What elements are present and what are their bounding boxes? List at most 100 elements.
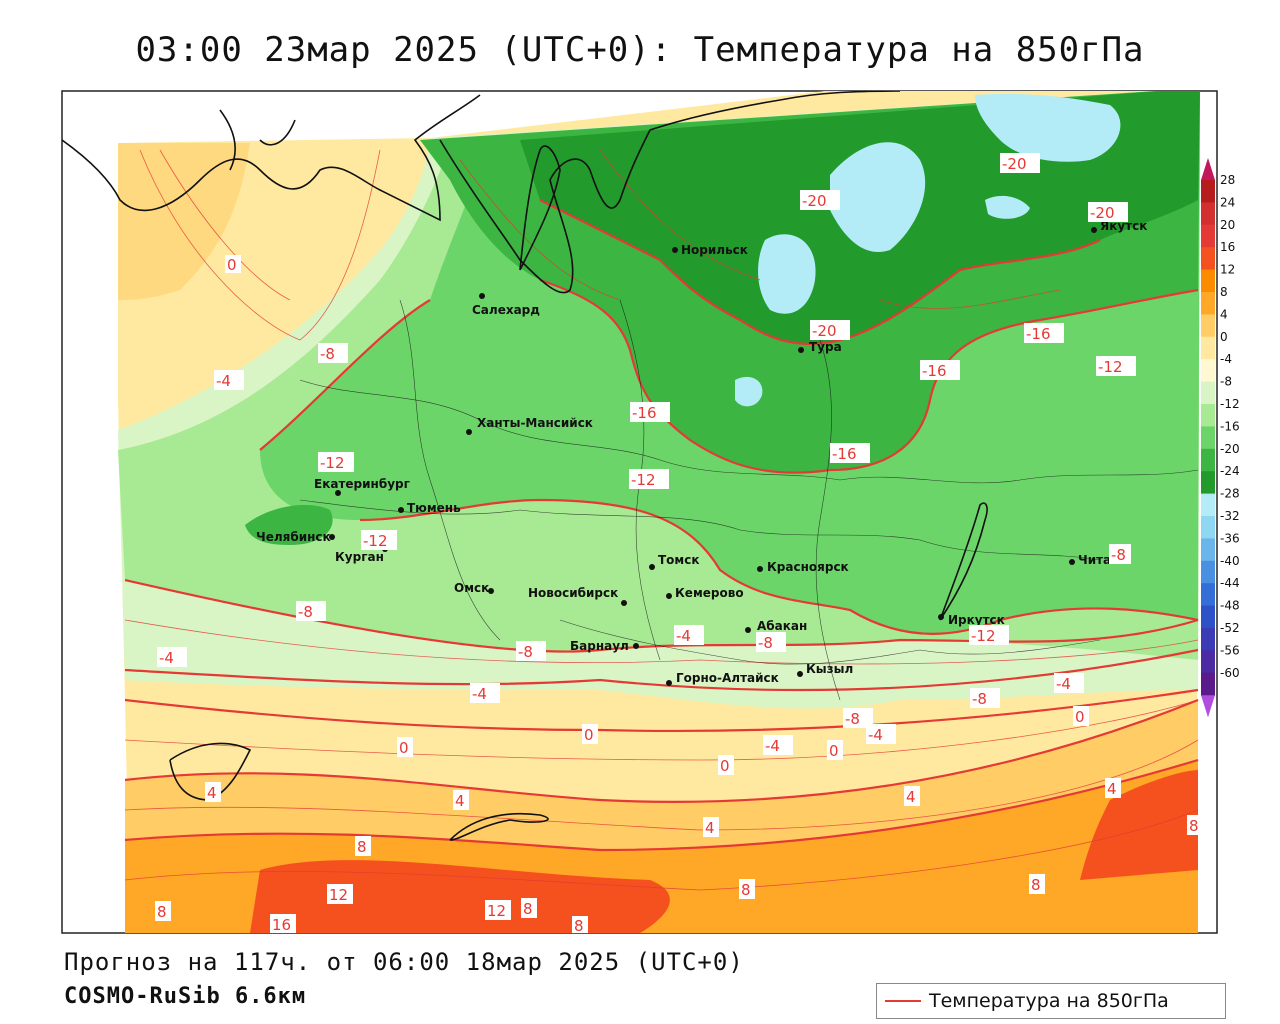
- colorbar-tick-label: 28: [1220, 173, 1235, 187]
- isotherm-label: -4: [868, 726, 883, 744]
- isotherm-label: -8: [1111, 546, 1126, 564]
- colorbar-top-arrow: [1201, 158, 1215, 180]
- city-label: Омск: [454, 581, 489, 595]
- isotherm-label: 12: [487, 902, 506, 920]
- isotherm-label: 0: [584, 726, 594, 744]
- isotherm-4: [124, 698, 1199, 803]
- colorbar-swatch: [1201, 336, 1215, 360]
- city-label: Тура: [809, 340, 842, 354]
- cold-pocket-1: [830, 142, 926, 252]
- legend: Температура на 850гПа: [876, 983, 1226, 1019]
- isotherm-label: -8: [298, 603, 313, 621]
- city-label: Кемерово: [675, 586, 744, 600]
- legend-label: Температура на 850гПа: [929, 990, 1169, 1012]
- isotherm-label: -16: [832, 445, 857, 463]
- isotherm-label: -8: [320, 345, 335, 363]
- isotherm-label: 0: [1075, 708, 1085, 726]
- city-label: Ханты-Мансийск: [477, 416, 593, 430]
- map-title: 03:00 23мар 2025 (UTC+0): Температура на…: [135, 30, 1145, 70]
- colorbar-tick-label: -56: [1220, 643, 1240, 657]
- colorbar-swatch: [1201, 180, 1215, 203]
- isotherm-minus20: [539, 199, 1101, 346]
- city-label: Томск: [658, 553, 700, 567]
- isotherm-label: -8: [758, 634, 773, 652]
- isotherm-label: 8: [1189, 817, 1199, 835]
- isotherm-label: -12: [1098, 358, 1123, 376]
- yamal-coast: [519, 145, 561, 271]
- forecast-info: Прогноз на 117ч. от 06:00 18мар 2025 (UT…: [64, 948, 744, 976]
- colorbar-tick-label: 24: [1220, 195, 1235, 209]
- colorbar-swatch: [1201, 292, 1215, 315]
- city-label: Новосибирск: [528, 586, 618, 600]
- colorbar-swatch: [1201, 404, 1215, 427]
- city-label: Кызыл: [806, 662, 853, 676]
- isotherm-label: 8: [357, 838, 367, 856]
- colorbar-tick-label: 4: [1220, 307, 1228, 321]
- colorbar-swatch: [1201, 448, 1215, 472]
- cold-pocket-3: [975, 93, 1121, 162]
- isotherm-label: -12: [971, 627, 996, 645]
- colorbar-tick-label: -28: [1220, 487, 1240, 501]
- colorbar-tick-label: -20: [1220, 442, 1240, 456]
- isotherm-label: -4: [472, 685, 487, 703]
- colorbar-swatch: [1201, 516, 1215, 539]
- isotherm-label: -4: [1056, 675, 1071, 693]
- colorbar-swatch: [1201, 224, 1215, 248]
- colorbar-swatch: [1201, 202, 1215, 226]
- isotherm-label: 0: [720, 757, 730, 775]
- colorbar-swatch: [1201, 583, 1215, 607]
- colorbar-tick-label: 20: [1220, 218, 1235, 232]
- isotherm-label: 4: [906, 788, 916, 806]
- warm-band-12-east: [1080, 770, 1198, 880]
- city-label: Челябинск: [256, 530, 331, 544]
- colorbar-tick-label: -4: [1220, 352, 1232, 366]
- colorbar-bottom-arrow: [1201, 695, 1215, 718]
- isotherm-label: -4: [765, 737, 780, 755]
- isotherm-label: -4: [216, 372, 231, 390]
- isotherm-8: [124, 758, 1199, 852]
- isotherm-label: 0: [399, 739, 409, 757]
- colorbar-swatch: [1201, 672, 1215, 696]
- colorbar-tick-label: 0: [1220, 330, 1228, 344]
- colorbar-swatch: [1201, 247, 1215, 271]
- colorbar-swatch: [1201, 628, 1215, 651]
- colorbar-swatch: [1201, 426, 1215, 450]
- isotherm-label: 8: [157, 903, 167, 921]
- isotherm-minus16: [539, 278, 1199, 474]
- colorbar-swatch: [1201, 269, 1215, 293]
- isotherm-label: -4: [676, 627, 691, 645]
- colorbar-tick-label: -40: [1220, 554, 1240, 568]
- city-label: Норильск: [681, 243, 748, 257]
- city-label: Екатеринбург: [314, 477, 410, 491]
- isotherm-0: [124, 688, 1199, 733]
- caspian-coast: [449, 812, 549, 841]
- nw-inner-area: [118, 143, 250, 300]
- isotherm-label: 4: [455, 792, 465, 810]
- city-label: Красноярск: [767, 560, 849, 574]
- colorbar-swatch: [1201, 314, 1215, 338]
- isotherm-label: -20: [812, 322, 837, 340]
- isotherm-label: -16: [632, 404, 657, 422]
- isotherm-label: -4: [159, 649, 174, 667]
- cold-pocket-5: [985, 195, 1030, 219]
- city-label: Салехард: [472, 303, 540, 317]
- isotherm-label: -12: [631, 471, 656, 489]
- isotherm-label: -20: [1090, 204, 1115, 222]
- isotherm-label: -16: [1026, 325, 1051, 343]
- colorbar-tick-label: -32: [1220, 509, 1240, 523]
- cold-pocket-chel: [245, 505, 333, 545]
- isotherm-label: 0: [227, 256, 237, 274]
- colorbar-tick-label: 12: [1220, 263, 1235, 277]
- colorbar-tick-label: -60: [1220, 666, 1240, 680]
- isotherm-label: -8: [972, 690, 987, 708]
- legend-line-swatch: [885, 1000, 921, 1002]
- isotherm-labels: 0 -8 -4 -12 -12 -8 -4 -16 -12 -20 -20 -2…: [155, 153, 1203, 933]
- isotherm-label: 8: [741, 881, 751, 899]
- city-label: Абакан: [757, 619, 807, 633]
- isotherm-label: 8: [1031, 876, 1041, 894]
- colorbar-tick-label: -16: [1220, 419, 1240, 433]
- black-sea-coast: [169, 742, 252, 801]
- city-label: Чита: [1078, 553, 1111, 567]
- colorbar-tick-label: -48: [1220, 599, 1240, 613]
